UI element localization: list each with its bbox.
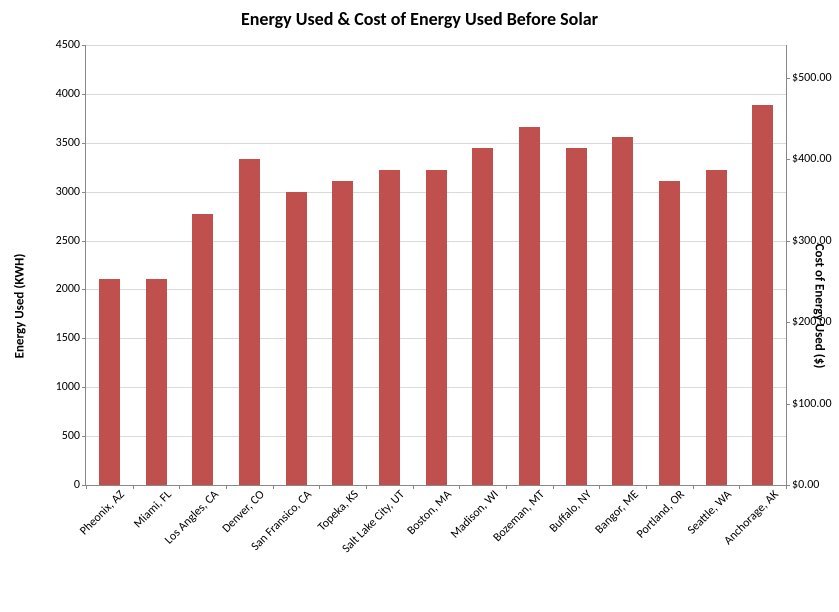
y-right-tick-label: $100.00 bbox=[786, 397, 832, 411]
energy-chart: Energy Used & Cost of Energy Used Before… bbox=[0, 0, 839, 612]
x-tick-mark bbox=[226, 485, 227, 489]
y-axis-right-label: Cost of Energy Used ($) bbox=[812, 244, 827, 369]
x-tick-mark bbox=[366, 485, 367, 489]
y-left-tick-label: 1000 bbox=[56, 380, 86, 394]
y-left-tick-label: 0 bbox=[74, 478, 86, 492]
y-left-tick-label: 1500 bbox=[56, 331, 86, 345]
x-tick-label: Buffalo, NY bbox=[544, 485, 595, 536]
y-right-tick-label: $500.00 bbox=[786, 71, 832, 85]
y-left-tick-label: 500 bbox=[62, 429, 86, 443]
x-tick-mark bbox=[133, 485, 134, 489]
x-tick-mark bbox=[506, 485, 507, 489]
gridline bbox=[86, 94, 786, 95]
bar bbox=[379, 170, 400, 485]
bar bbox=[332, 181, 353, 485]
x-tick-mark bbox=[459, 485, 460, 489]
x-tick-mark bbox=[739, 485, 740, 489]
bar bbox=[99, 279, 120, 485]
bar bbox=[426, 170, 447, 485]
y-right-tick-label: $300.00 bbox=[786, 234, 832, 248]
y-left-tick-label: 3500 bbox=[56, 136, 86, 150]
y-axis-left-label: Energy Used (KWH) bbox=[13, 254, 28, 359]
bar bbox=[519, 127, 540, 485]
bar bbox=[659, 181, 680, 485]
y-left-tick-label: 4500 bbox=[56, 38, 86, 52]
bar bbox=[192, 214, 213, 485]
x-tick-mark bbox=[786, 485, 787, 489]
bar bbox=[752, 105, 773, 485]
y-left-tick-label: 3000 bbox=[56, 185, 86, 199]
bar bbox=[706, 170, 727, 485]
y-right-tick-label: $0.00 bbox=[786, 478, 819, 492]
bar bbox=[239, 159, 260, 485]
y-right-tick-label: $200.00 bbox=[786, 315, 832, 329]
x-tick-mark bbox=[599, 485, 600, 489]
y-right-tick-label: $400.00 bbox=[786, 152, 832, 166]
bar bbox=[146, 279, 167, 485]
x-tick-mark bbox=[319, 485, 320, 489]
x-tick-mark bbox=[646, 485, 647, 489]
bar bbox=[566, 148, 587, 485]
x-tick-label: Pheonix, AZ bbox=[75, 485, 128, 538]
y-left-tick-label: 2500 bbox=[56, 234, 86, 248]
x-tick-mark bbox=[179, 485, 180, 489]
plot-area: 050010001500200025003000350040004500$0.0… bbox=[85, 45, 787, 486]
bar bbox=[612, 137, 633, 485]
x-tick-mark bbox=[413, 485, 414, 489]
chart-title: Energy Used & Cost of Energy Used Before… bbox=[0, 8, 839, 30]
x-tick-label: Portland, OR bbox=[632, 485, 688, 541]
x-tick-mark bbox=[693, 485, 694, 489]
x-tick-mark bbox=[86, 485, 87, 489]
y-left-tick-label: 4000 bbox=[56, 87, 86, 101]
y-left-tick-label: 2000 bbox=[56, 282, 86, 296]
gridline bbox=[86, 143, 786, 144]
bar bbox=[472, 148, 493, 485]
gridline bbox=[86, 45, 786, 46]
x-tick-mark bbox=[553, 485, 554, 489]
x-tick-mark bbox=[273, 485, 274, 489]
bar bbox=[286, 192, 307, 485]
